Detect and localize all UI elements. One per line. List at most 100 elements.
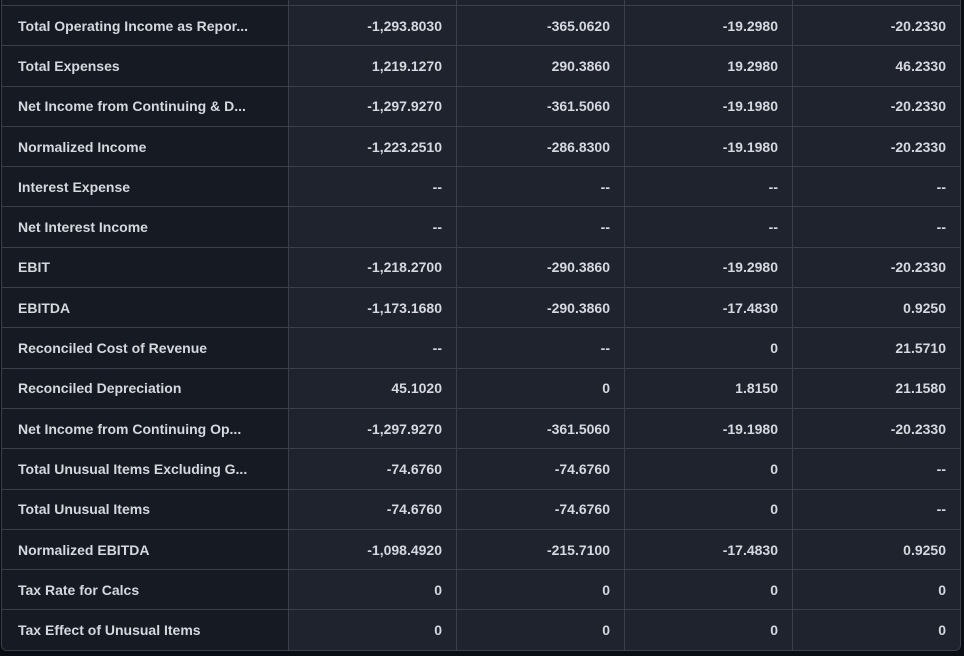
cell-value: 0 [624, 489, 792, 529]
cell-value: 21.5710 [792, 328, 960, 368]
row-label [2, 0, 288, 5]
cell-value: 0.9250 [792, 288, 960, 328]
cell-value: -- [456, 207, 624, 247]
cell-value: 0 [288, 570, 456, 610]
cell-value: -1,218.2700 [288, 247, 456, 288]
table-row[interactable]: Reconciled Depreciation 45.1020 0 1.8150… [2, 367, 960, 408]
cell-value: -1,297.9270 [288, 408, 456, 449]
cell-value: -- [624, 167, 792, 207]
row-label: Net Interest Income [2, 207, 288, 247]
cell-value: 1,219.1270 [288, 46, 456, 86]
row-label: Reconciled Depreciation [2, 368, 288, 408]
cell-value: 46.2330 [792, 46, 960, 86]
table-row[interactable]: Net Interest Income -- -- -- -- [2, 206, 960, 247]
cell-value: -1,098.4920 [288, 529, 456, 570]
row-label: EBITDA [2, 288, 288, 328]
table-row[interactable]: Normalized Income -1,223.2510 -286.8300 … [2, 125, 960, 167]
cell-value: -- [288, 328, 456, 368]
partial-row-top [2, 0, 960, 5]
cell-value: -20.2330 [792, 86, 960, 126]
row-label: EBIT [2, 247, 288, 288]
cell-value: -365.0620 [456, 6, 624, 46]
table-row[interactable]: EBIT -1,218.2700 -290.3860 -19.2980 -20.… [2, 246, 960, 288]
table-row[interactable]: Interest Expense -- -- -- -- [2, 166, 960, 207]
table-row[interactable]: Total Operating Income as Repor... -1,29… [2, 5, 960, 46]
cell-value: -286.8300 [456, 126, 624, 167]
row-label: Net Income from Continuing & D... [2, 86, 288, 126]
cell-value: 0 [456, 610, 624, 650]
cell-value: -- [792, 489, 960, 529]
row-label: Normalized EBITDA [2, 529, 288, 570]
cell-value: -20.2330 [792, 408, 960, 449]
cell-value: 0 [624, 328, 792, 368]
cell-value: -74.6760 [456, 489, 624, 529]
cell-value: -20.2330 [792, 6, 960, 46]
row-label: Reconciled Cost of Revenue [2, 328, 288, 368]
table-row[interactable]: Net Income from Continuing & D... -1,297… [2, 85, 960, 126]
cell-value: 0 [288, 610, 456, 650]
cell-value: -1,223.2510 [288, 126, 456, 167]
table-row[interactable]: Total Expenses 1,219.1270 290.3860 19.29… [2, 45, 960, 86]
cell-value: -361.5060 [456, 86, 624, 126]
cell-value: -- [792, 207, 960, 247]
row-label: Total Unusual Items Excluding G... [2, 449, 288, 489]
cell-value: -17.4830 [624, 288, 792, 328]
cell-value: 21.1580 [792, 368, 960, 408]
cell-value: 19.2980 [624, 46, 792, 86]
cell-value: -- [792, 167, 960, 207]
cell-value: -290.3860 [456, 247, 624, 288]
cell-value: 0 [456, 368, 624, 408]
cell-value: -19.2980 [624, 247, 792, 288]
cell-value: -19.1980 [624, 86, 792, 126]
cell-value: -19.1980 [624, 408, 792, 449]
cell-value: 0 [792, 570, 960, 610]
cell-value: 0.9250 [792, 529, 960, 570]
cell-value: 0 [624, 570, 792, 610]
table-row[interactable]: Tax Effect of Unusual Items 0 0 0 0 [2, 609, 960, 650]
cell-value: -- [624, 207, 792, 247]
cell-value: -20.2330 [792, 126, 960, 167]
cell-value: -74.6760 [456, 449, 624, 489]
cell-value: -- [288, 207, 456, 247]
cell-value: -215.7100 [456, 529, 624, 570]
cell-value: 45.1020 [288, 368, 456, 408]
cell-value: -- [288, 167, 456, 207]
table-row[interactable]: Total Unusual Items -74.6760 -74.6760 0 … [2, 488, 960, 529]
row-label: Total Expenses [2, 46, 288, 86]
cell-value: -- [792, 449, 960, 489]
cell-value: -1,293.8030 [288, 6, 456, 46]
cell-value: -19.2980 [624, 6, 792, 46]
row-label: Tax Rate for Calcs [2, 570, 288, 610]
cell-value: 290.3860 [456, 46, 624, 86]
cell-value: -74.6760 [288, 449, 456, 489]
cell-value [792, 0, 960, 5]
row-label: Total Unusual Items [2, 489, 288, 529]
cell-value: 0 [624, 610, 792, 650]
row-label: Net Income from Continuing Op... [2, 408, 288, 449]
table-row[interactable]: EBITDA -1,173.1680 -290.3860 -17.4830 0.… [2, 287, 960, 328]
table-row[interactable]: Total Unusual Items Excluding G... -74.6… [2, 448, 960, 489]
row-label: Total Operating Income as Repor... [2, 6, 288, 46]
cell-value: -361.5060 [456, 408, 624, 449]
cell-value: -290.3860 [456, 288, 624, 328]
cell-value: 0 [456, 570, 624, 610]
table-row[interactable]: Reconciled Cost of Revenue -- -- 0 21.57… [2, 327, 960, 368]
table-row[interactable]: Net Income from Continuing Op... -1,297.… [2, 407, 960, 449]
cell-value: 1.8150 [624, 368, 792, 408]
table-row[interactable]: Tax Rate for Calcs 0 0 0 0 [2, 569, 960, 610]
cell-value: -74.6760 [288, 489, 456, 529]
row-label: Normalized Income [2, 126, 288, 167]
cell-value: -19.1980 [624, 126, 792, 167]
cell-value: -1,173.1680 [288, 288, 456, 328]
row-label: Interest Expense [2, 167, 288, 207]
cell-value: -20.2330 [792, 247, 960, 288]
cell-value: 0 [624, 449, 792, 489]
cell-value: -1,297.9270 [288, 86, 456, 126]
cell-value: -- [456, 167, 624, 207]
cell-value: -17.4830 [624, 529, 792, 570]
table-row[interactable]: Normalized EBITDA -1,098.4920 -215.7100 … [2, 528, 960, 570]
cell-value: 0 [792, 610, 960, 650]
cell-value [288, 0, 456, 5]
cell-value [624, 0, 792, 5]
